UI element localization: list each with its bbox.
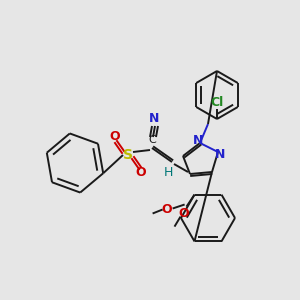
Text: H: H (163, 167, 173, 179)
Text: O: O (136, 167, 146, 179)
Text: C: C (148, 135, 156, 145)
Text: N: N (215, 148, 225, 160)
Text: N: N (149, 112, 159, 125)
Text: S: S (123, 148, 133, 162)
Text: O: O (178, 207, 189, 220)
Text: N: N (193, 134, 203, 148)
Text: O: O (110, 130, 120, 143)
Text: O: O (161, 203, 172, 216)
Text: Cl: Cl (210, 97, 224, 110)
